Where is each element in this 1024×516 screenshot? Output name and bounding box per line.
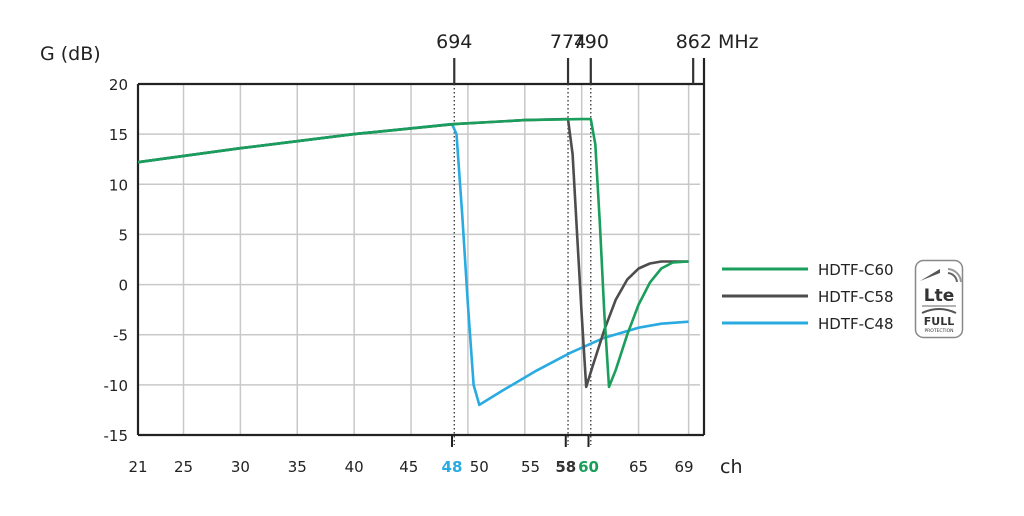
x-axis-label: ch xyxy=(720,456,743,478)
x-tick-label-highlight: 58 xyxy=(555,458,576,476)
freq-marker-label: 790 xyxy=(573,31,609,53)
badge-sublabel: PROTECTION xyxy=(924,328,953,334)
freq-marker-label: 694 xyxy=(436,31,472,53)
badge-logo-text: Lte xyxy=(924,286,955,306)
x-tick-label: 65 xyxy=(629,458,648,476)
x-tick-label: 40 xyxy=(345,458,364,476)
lte-full-protection-badge: Lte FULL PROTECTION xyxy=(914,259,964,339)
x-tick-label-highlight: 60 xyxy=(578,458,599,476)
y-tick-label: 5 xyxy=(118,226,128,244)
x-tick-label: 21 xyxy=(128,458,147,476)
series-lines xyxy=(137,117,689,407)
x-tick-label: 35 xyxy=(288,458,307,476)
legend-label: HDTF-C58 xyxy=(818,288,894,306)
y-tick-label: -15 xyxy=(104,427,129,445)
x-tick-label: 69 xyxy=(675,458,694,476)
legend: HDTF-C60 HDTF-C58 HDTF-C48 xyxy=(722,261,894,333)
plot-area xyxy=(138,84,700,435)
axes xyxy=(136,58,706,447)
y-tick-label: 15 xyxy=(109,126,128,144)
freq-marker-label: 774 xyxy=(550,31,586,53)
legend-label: HDTF-C48 xyxy=(818,315,894,333)
legend-label: HDTF-C60 xyxy=(818,261,894,279)
y-tick-label: -10 xyxy=(104,377,129,395)
x-tick-label: 55 xyxy=(521,458,540,476)
grid-lines xyxy=(138,83,700,436)
x-tick-label: 30 xyxy=(231,458,250,476)
series-line-hdtf-c60 xyxy=(137,117,689,389)
signal-icon xyxy=(947,272,958,283)
y-tick-label: 0 xyxy=(118,277,128,295)
badge-label: FULL xyxy=(924,315,954,328)
y-tick-label: -5 xyxy=(113,327,128,345)
x-tick-label-highlight: 48 xyxy=(442,458,463,476)
x-tick-label: 50 xyxy=(470,458,489,476)
y-tick-label: 10 xyxy=(109,176,128,194)
x-tick-label: 45 xyxy=(399,458,418,476)
y-axis-label: G (dB) xyxy=(40,43,101,65)
y-tick-label: 20 xyxy=(109,76,128,94)
freq-marker-label: 862 MHz xyxy=(676,31,759,53)
x-tick-label: 25 xyxy=(174,458,193,476)
